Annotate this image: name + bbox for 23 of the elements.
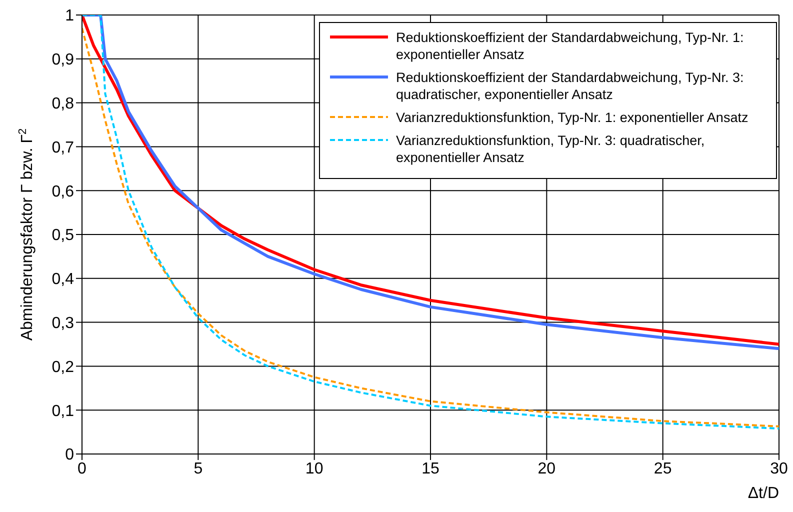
y-tick-label: 0,4 (52, 271, 74, 288)
y-tick-label: 0,1 (52, 402, 74, 420)
y-tick-label: 0,6 (52, 183, 74, 200)
x-tick-label: 25 (654, 460, 672, 478)
y-tick-label: 0,2 (52, 358, 74, 376)
x-tick-label: 5 (194, 460, 203, 478)
y-tick-label: 0 (65, 446, 74, 464)
y-tick-label: 0,8 (52, 95, 74, 112)
legend-label: Varianzreduktionsfunktion, Typ-Nr. 3: quadratischer, exponentieller Ansatz (396, 132, 706, 166)
x-tick-label: 10 (305, 460, 324, 478)
legend-label: Reduktionskoeffizient der Standardabweichung, Typ-Nr. 3: quadratischer, exponentieller Ansatz (396, 69, 745, 103)
x-axis-title: Δt/D (748, 485, 779, 502)
x-tick-label: 15 (422, 460, 440, 478)
y-tick-label: 0,3 (52, 314, 74, 332)
y-tick-label: 0,7 (52, 139, 74, 156)
x-tick-label: 0 (78, 460, 87, 478)
x-tick-label: 20 (538, 460, 556, 478)
legend-label: Reduktionskoeffizient der Standardabweichung, Typ-Nr. 1: exponentieller Ansatz (396, 29, 745, 63)
y-tick-label: 0,9 (52, 52, 74, 69)
x-tick-label: 30 (770, 460, 788, 478)
y-tick-label: 0,5 (52, 227, 74, 244)
y-tick-label: 1 (65, 8, 74, 25)
legend-label: Varianzreduktionsfunktion, Typ-Nr. 1: exponentieller Ansatz (396, 109, 748, 126)
